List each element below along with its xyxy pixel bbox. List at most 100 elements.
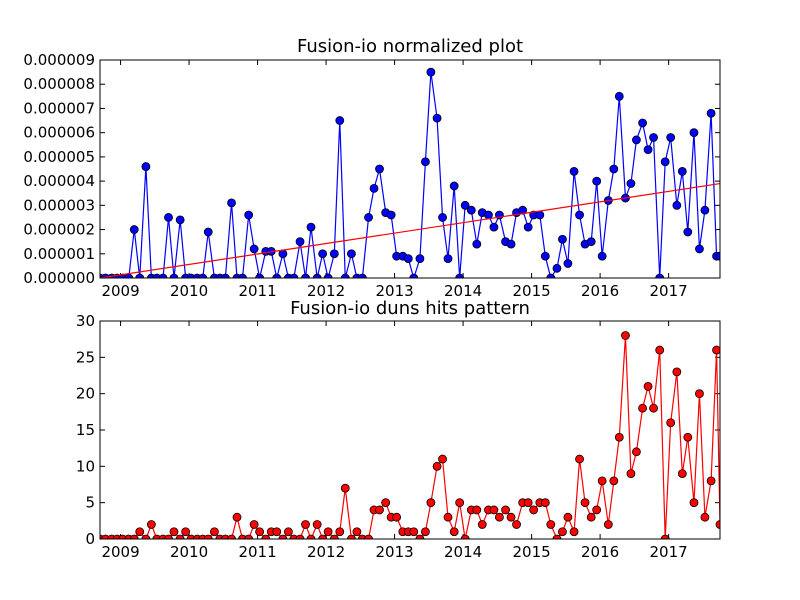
data-point: [272, 273, 282, 278]
chart-title: Fusion-io duns hits pattern: [290, 298, 530, 319]
data-point: [695, 244, 704, 254]
data-point: [449, 181, 459, 191]
y-tick-label: 10: [76, 457, 95, 475]
axes-border: [99, 59, 721, 279]
data-point: [415, 254, 425, 264]
x-tick-label: 2013: [375, 282, 413, 300]
data-point: [609, 164, 619, 174]
data-point: [540, 251, 550, 261]
data-point: [146, 520, 156, 529]
data-point: [329, 534, 339, 539]
plot-series-group: [100, 331, 720, 539]
data-point: [466, 205, 476, 215]
data-point: [552, 263, 562, 273]
data-point: [198, 273, 208, 278]
data-point: [426, 67, 436, 77]
data-point: [141, 162, 151, 171]
data-point: [135, 273, 145, 278]
chart-title: Fusion-io normalized plot: [297, 36, 523, 57]
y-tick-label: 0.000004: [23, 172, 95, 190]
data-point: [169, 527, 179, 537]
y-tick-label: 0.000005: [23, 148, 95, 166]
data-point: [352, 527, 362, 537]
data-point: [312, 273, 322, 278]
data-point: [158, 273, 168, 278]
data-point: [677, 167, 687, 176]
data-point: [597, 251, 607, 261]
trend-line: [100, 182, 720, 278]
data-point: [227, 534, 236, 539]
data-point: [512, 520, 521, 529]
data-point: [712, 345, 720, 355]
data-point: [660, 157, 670, 167]
data-point: [295, 534, 305, 539]
data-point: [169, 273, 179, 278]
data-point: [649, 403, 658, 413]
data-point: [421, 527, 430, 537]
plot-series-group: [100, 67, 720, 278]
data-point: [626, 179, 636, 188]
x-tick-label: 2017: [650, 543, 688, 561]
x-tick-label: 2015: [513, 282, 551, 300]
y-tick-label: 0.000009: [23, 51, 95, 69]
x-tick-label: 2010: [170, 282, 208, 300]
y-tick-label: 0.000008: [23, 75, 95, 93]
data-point: [472, 505, 482, 515]
data-point: [569, 167, 579, 176]
x-tick-label: 2011: [238, 543, 276, 561]
data-point: [683, 432, 693, 442]
data-point: [609, 476, 619, 486]
data-point: [357, 273, 367, 278]
y-tick-label: 0.000001: [23, 245, 95, 263]
data-point: [638, 403, 647, 413]
data-point: [375, 505, 384, 515]
data-point: [677, 469, 687, 479]
data-point: [369, 183, 379, 193]
y-tick-label: 30: [76, 312, 95, 330]
x-tick-label: 2013: [375, 543, 413, 561]
data-point: [323, 527, 333, 537]
data-point: [586, 237, 596, 247]
data-point: [552, 534, 562, 539]
data-point: [244, 534, 254, 539]
y-tick-label: 0: [85, 530, 95, 548]
data-point: [329, 249, 339, 259]
x-tick-label: 2014: [444, 282, 482, 300]
data-point: [501, 505, 510, 515]
y-tick-label: 0.000002: [23, 221, 95, 239]
y-tick-label: 0.000003: [23, 196, 95, 214]
data-point: [129, 225, 139, 234]
data-point: [306, 534, 316, 539]
data-point: [335, 527, 345, 537]
data-point: [164, 213, 173, 222]
data-point: [409, 273, 419, 278]
data-point: [621, 331, 630, 340]
data-point: [449, 527, 459, 537]
data-point: [255, 527, 265, 537]
data-point: [603, 520, 613, 529]
data-point: [238, 273, 247, 278]
data-point: [347, 249, 356, 259]
data-point: [529, 505, 539, 515]
data-point: [592, 505, 602, 515]
data-point: [318, 249, 328, 259]
duns-hits-chart: Fusion-io duns hits pattern 0 5 10 15 20 25 30…: [76, 298, 721, 561]
data-point: [289, 273, 299, 278]
data-point: [438, 213, 447, 222]
data-point: [175, 534, 185, 539]
data-point: [283, 527, 293, 537]
data-point: [249, 244, 259, 254]
data-point: [135, 527, 145, 537]
data-point: [489, 505, 499, 515]
data-point: [672, 200, 682, 210]
data-point: [614, 91, 624, 101]
data-point: [706, 108, 716, 118]
y-tick-label: 5: [85, 494, 95, 512]
data-point: [495, 512, 504, 522]
data-point: [597, 476, 607, 486]
data-point: [278, 534, 288, 539]
data-point: [535, 210, 545, 220]
data-point: [660, 534, 670, 539]
y-tick-label: 25: [76, 348, 95, 366]
data-point: [261, 534, 271, 539]
